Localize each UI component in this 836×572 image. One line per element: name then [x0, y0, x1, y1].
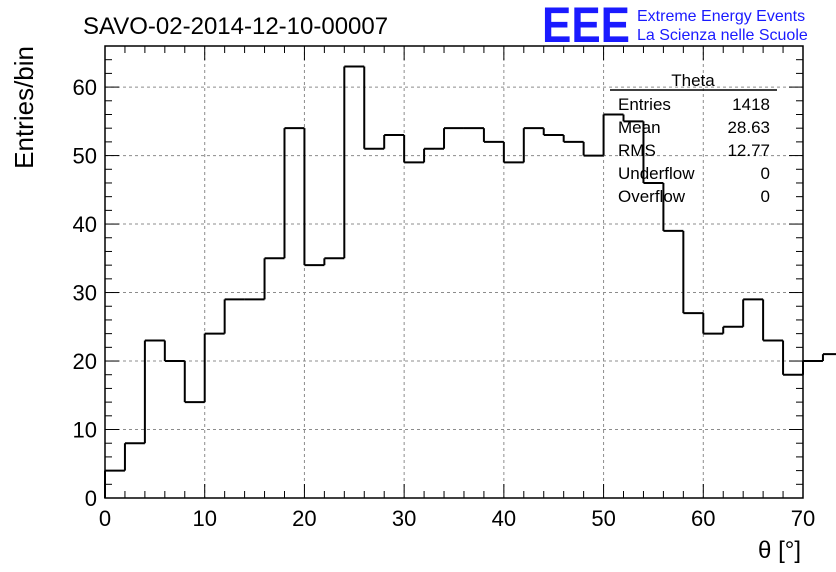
x-tick-label: 70 [791, 506, 815, 531]
stats-row-label: Underflow [618, 164, 695, 183]
y-tick-label: 50 [73, 144, 97, 169]
eee-logo-mark: EEE [542, 0, 630, 53]
y-tick-label: 0 [85, 486, 97, 511]
logo-line-1: Extreme Energy Events [637, 8, 805, 25]
x-tick-label: 60 [691, 506, 715, 531]
y-tick-label: 40 [73, 212, 97, 237]
run-title: SAVO-02-2014-12-10-00007 [83, 13, 388, 40]
stats-row-label: Entries [618, 95, 671, 114]
stats-row-value: 28.63 [727, 118, 770, 137]
x-axis-ticks: 0 10 20 30 40 50 60 70 [99, 46, 815, 531]
stats-box: Theta Entries 1418 Mean 28.63 RMS 12.77 Underf… [610, 71, 777, 206]
x-axis-title: θ [°] [758, 537, 801, 564]
y-tick-label: 60 [73, 75, 97, 100]
x-tick-label: 30 [392, 506, 416, 531]
y-axis-title: Entries/bin [9, 46, 39, 169]
y-axis-ticks: 0 10 20 30 40 50 60 [73, 45, 803, 511]
stats-row-value: 0 [761, 164, 770, 183]
x-tick-label: 20 [292, 506, 316, 531]
y-tick-label: 10 [73, 418, 97, 443]
x-tick-label: 40 [492, 506, 516, 531]
histogram-outline [104, 65, 836, 498]
y-tick-label: 20 [73, 349, 97, 374]
stats-row-label: Overflow [618, 187, 686, 206]
grid-lines [105, 46, 803, 498]
stats-title: Theta [671, 71, 715, 90]
stats-row-label: RMS [618, 141, 656, 160]
x-tick-label: 10 [192, 506, 216, 531]
x-tick-label: 50 [591, 506, 615, 531]
y-tick-label: 30 [73, 281, 97, 306]
plot-frame [104, 45, 804, 499]
stats-row-value: 12.77 [727, 141, 770, 160]
x-tick-label: 0 [99, 506, 111, 531]
stats-row-label: Mean [618, 118, 661, 137]
logo-line-2: La Scienza nelle Scuole [637, 27, 808, 44]
stats-row-value: 0 [761, 187, 770, 206]
stats-row-value: 1418 [732, 95, 770, 114]
stats-rows: Entries 1418 Mean 28.63 RMS 12.77 Underflow 0 Ov… [618, 95, 770, 206]
plot-frame-rect [104, 45, 804, 499]
